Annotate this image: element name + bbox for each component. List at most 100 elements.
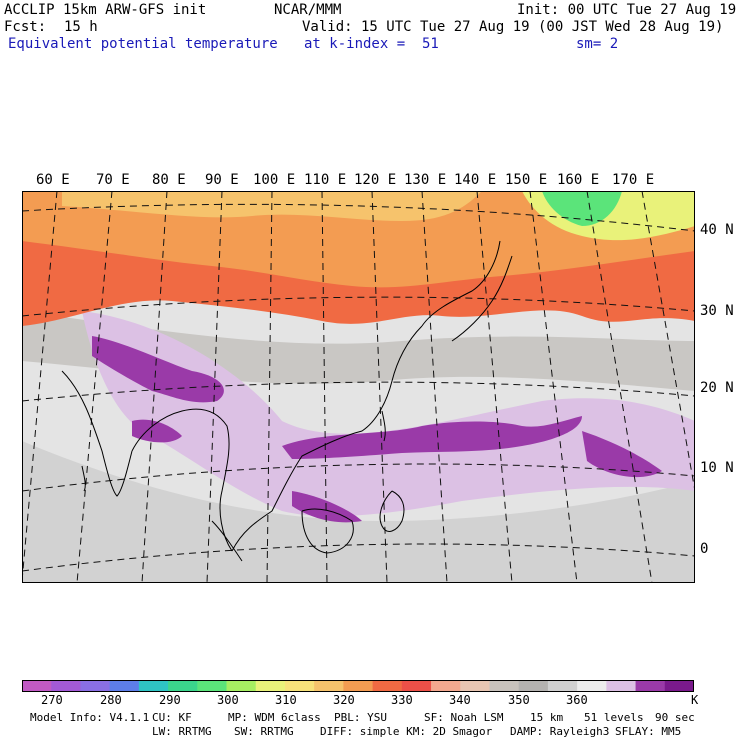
- graticule-lon-90e: [206, 191, 223, 583]
- colorbar-cell: [284, 680, 315, 692]
- colorbar-cell: [197, 680, 228, 692]
- colorbar-cell: [431, 680, 461, 692]
- lat-label: 30 N: [700, 303, 734, 319]
- coastline-korea-north: [421, 240, 501, 327]
- lat-label: 20 N: [700, 380, 734, 396]
- graticule-lon-140e: [476, 191, 513, 583]
- graticule-lat-30n: [22, 296, 695, 317]
- field-green: [542, 191, 622, 226]
- colorbar-unit: K: [691, 693, 699, 707]
- graticule-lat-40n: [22, 203, 695, 232]
- colorbar-cell: [109, 680, 140, 692]
- colorbar-cell: [255, 680, 286, 692]
- colorbar-tick: 290: [159, 693, 181, 707]
- field-name: Equivalent potential temperature: [8, 36, 278, 52]
- field-core-pacific: [282, 416, 582, 459]
- lat-label: 10 N: [700, 460, 734, 476]
- lon-label: 120 E: [354, 172, 397, 188]
- coastline-philippines: [379, 490, 405, 532]
- colorbar-tick: 310: [275, 693, 297, 707]
- graticule-lon-100e: [266, 191, 273, 583]
- footer-levels: 51 levels: [584, 711, 644, 724]
- footer-resolution: 15 km: [530, 711, 564, 724]
- colorbar-cell: [577, 680, 607, 692]
- colorbar-cell: [80, 680, 111, 692]
- field-core-india: [92, 336, 224, 403]
- forecast-label: Fcst:: [4, 19, 47, 35]
- graticule-lon-80e: [141, 191, 168, 583]
- coastline-bay: [131, 408, 233, 552]
- colorbar-cell: [547, 680, 578, 692]
- graticule-lon-130e: [421, 191, 448, 583]
- colorbar-tick: 270: [41, 693, 63, 707]
- coastline-japan: [451, 255, 513, 342]
- footer-sf: SF: Noah LSM: [424, 711, 504, 724]
- colorbar-cell: [401, 680, 432, 692]
- colorbar-cell: [372, 680, 403, 692]
- footer-diff: DIFF: simple KM: 2D Smagor: [320, 725, 493, 738]
- lon-label: 140 E: [454, 172, 497, 188]
- theta-e-map: [22, 191, 695, 583]
- colorbar-tick: 280: [100, 693, 122, 707]
- colorbar-cell: [343, 680, 374, 692]
- field-gray-band: [22, 441, 695, 583]
- lat-label: 0: [700, 541, 709, 557]
- model-title: ACCLIP 15km ARW-GFS init: [4, 2, 207, 18]
- colorbar-cell: [168, 680, 198, 692]
- graticule-lon-170e: [641, 191, 695, 492]
- lon-label: 80 E: [152, 172, 186, 188]
- level-index: at k-index = 51: [304, 36, 439, 52]
- colorbar-cell: [314, 680, 344, 692]
- footer-sflay: SFLAY: MM5: [615, 725, 682, 738]
- footer-timestep: 90 sec: [655, 711, 695, 724]
- colorbar-cell: [606, 680, 637, 692]
- footer-mp: MP: WDM 6class: [228, 711, 321, 724]
- colorbar-cell: [22, 680, 52, 692]
- init-time: Init: 00 UTC Tue 27 Aug 19: [517, 2, 737, 18]
- footer-sw: SW: RRTMG: [234, 725, 294, 738]
- footer-model-info: Model Info: V4.1.1: [30, 711, 150, 724]
- colorbar-cell: [489, 680, 520, 692]
- colorbar-tick: 330: [391, 693, 413, 707]
- graticule-lon-110e: [321, 191, 328, 583]
- lon-label: 130 E: [404, 172, 447, 188]
- coastline-taiwan: [381, 410, 386, 442]
- colorbar-tick: 360: [566, 693, 588, 707]
- colorbar-tick: 350: [508, 693, 530, 707]
- graticule-lon-160e: [586, 191, 653, 583]
- graticule-lat-20n: [22, 381, 695, 402]
- graticule-lon-120e: [371, 191, 388, 583]
- coastline-borneo: [301, 508, 354, 554]
- colorbar-tick: 340: [449, 693, 471, 707]
- colorbar-cell: [51, 680, 81, 692]
- coastline-china: [231, 325, 423, 552]
- graticule-lat-10n: [22, 463, 695, 492]
- field-core-bay: [132, 419, 182, 443]
- graticule-lon-70e: [76, 191, 113, 583]
- graticule-lon-150e: [529, 191, 578, 583]
- colorbar-cell: [518, 680, 549, 692]
- coastline-sumatra: [211, 520, 243, 562]
- colorbar-cell: [460, 680, 490, 692]
- map-frame: [22, 191, 695, 583]
- colorbar-tick: 300: [217, 693, 239, 707]
- lon-label: 60 E: [36, 172, 70, 188]
- lon-label: 160 E: [557, 172, 600, 188]
- field-core-east: [582, 431, 662, 478]
- forecast-hour: 15 h: [64, 19, 98, 35]
- center-label: NCAR/MMM: [274, 2, 342, 18]
- footer-pbl: PBL: YSU: [334, 711, 387, 724]
- lon-label: 170 E: [612, 172, 655, 188]
- field-core-borneo: [292, 491, 362, 523]
- lon-label: 90 E: [205, 172, 239, 188]
- lon-label: 150 E: [505, 172, 548, 188]
- graticule-lon-60e: [22, 191, 58, 582]
- field-light-purple: [82, 311, 695, 517]
- lat-label: 40 N: [700, 222, 734, 238]
- smoothing-value: sm= 2: [576, 36, 619, 52]
- lon-label: 100 E: [253, 172, 296, 188]
- colorbar-cell: [664, 680, 694, 692]
- footer-cu: CU: KF: [152, 711, 192, 724]
- colorbar-cell: [138, 680, 169, 692]
- lon-label: 70 E: [96, 172, 130, 188]
